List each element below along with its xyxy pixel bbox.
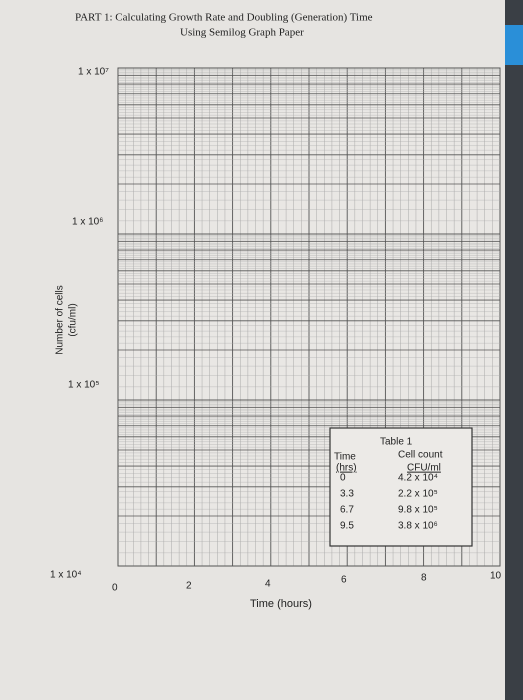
table-title: Table 1 bbox=[380, 437, 413, 448]
table-cell: 0 bbox=[340, 473, 346, 484]
x-label: 2 bbox=[186, 581, 192, 592]
x-label: 6 bbox=[341, 575, 347, 586]
background-object bbox=[505, 25, 523, 65]
x-label: 8 bbox=[421, 573, 427, 584]
y-label: 1 x 10⁵ bbox=[68, 380, 99, 391]
y-axis-label-line: (cfu/ml) bbox=[68, 303, 79, 336]
table-cell: 4.2 x 10⁴ bbox=[398, 473, 438, 484]
y-axis-label-line: Number of cells bbox=[55, 285, 66, 354]
title-line: PART 1: Calculating Growth Rate and Doub… bbox=[75, 12, 373, 24]
graph-paper bbox=[117, 67, 501, 567]
table-cell: 9.8 x 10⁵ bbox=[398, 505, 438, 516]
x-label: 4 bbox=[265, 579, 271, 590]
x-label: 10 bbox=[490, 571, 502, 582]
table-header: Cell count bbox=[398, 450, 443, 461]
table-cell: 2.2 x 10⁵ bbox=[398, 489, 438, 500]
table-header: Time bbox=[334, 452, 356, 463]
table-header: CFU/ml bbox=[407, 463, 441, 474]
table-header: (hrs) bbox=[336, 463, 357, 474]
table-box bbox=[329, 427, 473, 547]
y-axis-label: Number of cells (cfu/ml) bbox=[55, 285, 79, 354]
table-cell: 9.5 bbox=[340, 521, 354, 532]
x-axis-label: Time (hours) bbox=[250, 598, 312, 610]
y-label: 1 x 10⁴ bbox=[50, 570, 82, 581]
table-cell: 6.7 bbox=[340, 505, 354, 516]
table-cell: 3.8 x 10⁶ bbox=[398, 521, 438, 532]
table-rows: 0 4.2 x 10⁴ 3.3 2.2 x 10⁵ 6.7 9.8 x 10⁵ 9.5 3.8… bbox=[340, 473, 438, 532]
table-cell: 3.3 bbox=[340, 489, 354, 500]
y-label: 1 x 10⁶ bbox=[72, 217, 103, 228]
y-label: 1 x 10⁷ bbox=[78, 67, 109, 78]
x-label: 0 bbox=[112, 583, 118, 594]
title-line: Using Semilog Graph Paper bbox=[180, 27, 304, 39]
